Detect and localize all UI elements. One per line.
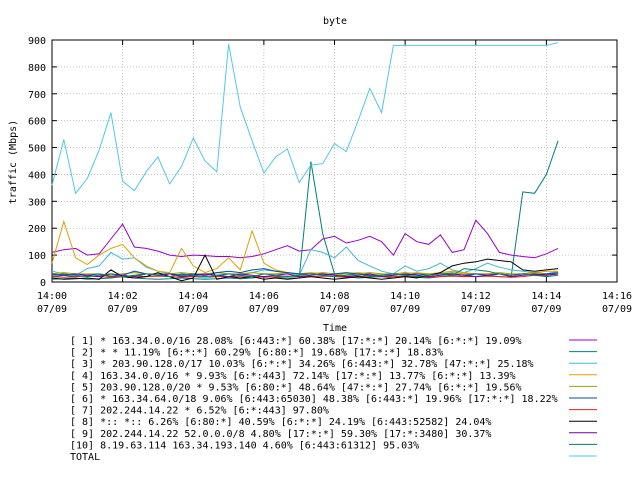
y-tick-label: 200: [28, 224, 46, 235]
x-tick-time: 14:02: [108, 291, 138, 302]
series-line-6: [51, 268, 559, 278]
x-tick-time: 14:08: [319, 291, 349, 302]
x-tick-time: 14:06: [249, 291, 279, 302]
x-tick-date: 07/09: [108, 304, 138, 315]
y-tick-label: 300: [28, 197, 46, 208]
series-line-11: [51, 42, 559, 195]
x-tick-time: 14:04: [178, 291, 208, 302]
y-tick-label: 900: [28, 36, 46, 47]
x-axis-label: Time: [323, 323, 347, 334]
y-tick-label: 600: [28, 117, 46, 128]
y-tick-label: 800: [28, 63, 46, 74]
legend-entry: [ 7] 202.244.14.22 * 6.52% [6:*:443] 97.…: [70, 406, 329, 417]
x-tick-time: 14:00: [37, 291, 67, 302]
x-tick-date: 07/09: [178, 304, 208, 315]
y-axis-label: traffic (Mbps): [8, 120, 19, 204]
legend-entry: [ 9] 202.244.14.22 52.0.0.0/8 4.80% [17:…: [70, 429, 491, 440]
legend-entry: TOTAL: [70, 452, 100, 463]
x-tick-time: 14:16: [602, 291, 632, 302]
y-tick-label: 0: [40, 278, 46, 289]
y-tick-label: 400: [28, 170, 46, 181]
series-lines: [51, 42, 559, 282]
legend-entry: [ 4] 163.34.0.0/16 * 9.93% [6:*:443] 72.…: [70, 371, 516, 382]
legend-entry: [ 3] * 203.90.128.0/17 10.03% [6:*:*] 34…: [70, 359, 534, 370]
x-tick-date: 07/09: [531, 304, 561, 315]
y-tick-label: 500: [28, 144, 46, 155]
y-tick-label: 700: [28, 90, 46, 101]
legend-entry: [10] 8.19.63.114 163.34.193.140 4.60% [6…: [70, 440, 419, 451]
x-tick-time: 14:12: [461, 291, 491, 302]
x-tick-date: 07/09: [602, 304, 632, 315]
axis-ticks: 0 100 200 300 400 500 600 700 800 900 14:00 07/09 14…: [28, 36, 632, 315]
x-tick-time: 14:10: [390, 291, 420, 302]
x-tick-date: 07/09: [319, 304, 349, 315]
legend-entry: [ 5] 203.90.128.0/20 * 9.53% [6:80:*] 48…: [70, 382, 522, 393]
series-line-4: [51, 219, 559, 276]
chart-title: byte: [323, 16, 347, 27]
series-line-10: [51, 268, 559, 278]
x-tick-date: 07/09: [461, 304, 491, 315]
series-line-8: [51, 253, 559, 282]
legend-entry: [ 6] * 163.34.64.0/18 9.06% [6:443:65030…: [70, 394, 558, 405]
legend: [ 1] * 163.34.0.0/16 28.08% [6:443:*] 60…: [70, 336, 597, 463]
x-tick-date: 07/09: [249, 304, 279, 315]
legend-entry: [ 8] *:: *:: 6.26% [6:80:*] 40.59% [6:*:…: [70, 417, 491, 428]
legend-entry: [ 2] * * 11.19% [6:*:*] 60.29% [6:80:*] …: [70, 348, 443, 359]
series-line-1: [51, 219, 559, 259]
legend-entry: [ 1] * 163.34.0.0/16 28.08% [6:443:*] 60…: [70, 336, 522, 347]
y-tick-label: 100: [28, 251, 46, 262]
x-tick-date: 07/09: [37, 304, 67, 315]
series-line-9: [51, 273, 559, 278]
x-tick-date: 07/09: [390, 304, 420, 315]
x-tick-time: 14:14: [531, 291, 561, 302]
grid-lines: [52, 40, 617, 282]
